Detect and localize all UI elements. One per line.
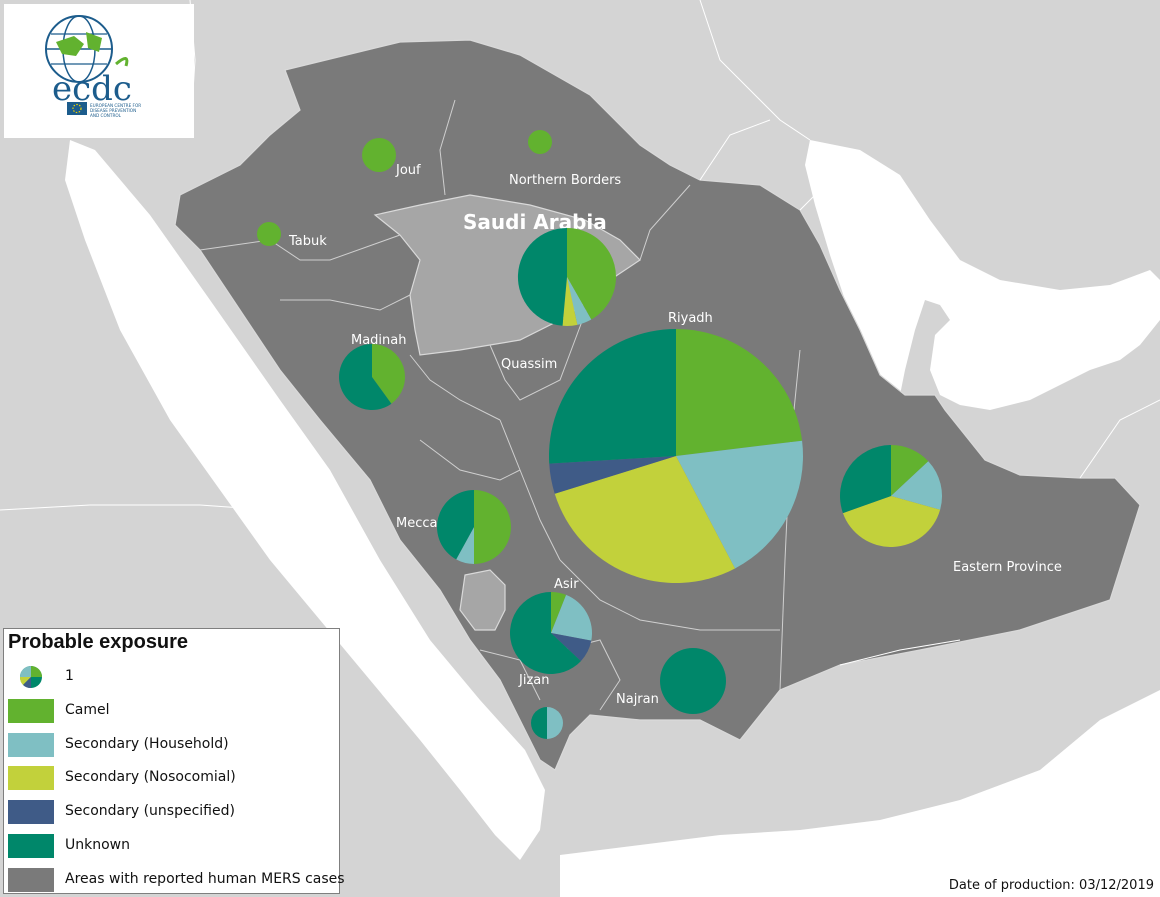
pie-slice-riyadh-unknown xyxy=(548,329,676,464)
svg-text:AND CONTROL: AND CONTROL xyxy=(90,113,122,118)
svg-text:EUROPEAN CENTRE FOR: EUROPEAN CENTRE FOR xyxy=(90,103,141,108)
pie-slice-jizan-unknown xyxy=(531,707,547,739)
red-sea xyxy=(65,140,545,860)
legend-title: Probable exposure xyxy=(8,631,189,653)
pie-madinah xyxy=(339,344,406,410)
pie-slice-eastern-province-unknown xyxy=(839,445,891,514)
pie-slice-madinah-unknown xyxy=(339,344,392,410)
persian-gulf xyxy=(805,140,1160,410)
pie-slice-northern-borders-camel xyxy=(528,130,552,154)
legend-item-affected-areas: Areas with reported human MERS cases xyxy=(8,868,345,892)
globe-icon: ecdc EUROPEAN CENTRE FOR DISEASE PREVENT… xyxy=(45,15,141,118)
pie-slice-mecca-unknown xyxy=(437,490,474,560)
legend-size-row: 1 xyxy=(8,665,338,689)
pie-eastern-province xyxy=(839,445,943,548)
legend-item-camel: Camel xyxy=(8,699,338,723)
exposure-pies xyxy=(257,130,943,739)
svg-text:ecdc: ecdc xyxy=(52,69,132,109)
legend-item-household: Secondary (Household) xyxy=(8,733,338,757)
legend-size-pie-icon xyxy=(19,666,42,689)
pie-slice-mecca-household xyxy=(456,527,474,564)
legend-label: Secondary (unspecified) xyxy=(65,803,235,819)
pie-najran xyxy=(660,648,726,714)
pie-riyadh xyxy=(548,329,803,583)
country-label: Saudi Arabia xyxy=(463,210,607,234)
legend-item-unspecified: Secondary (unspecified) xyxy=(8,800,338,824)
legend-item-nosocomial: Secondary (Nosocomial) xyxy=(8,766,338,790)
pie-slice-mecca-camel xyxy=(474,490,511,564)
pie-slice-eastern-province-household xyxy=(891,461,943,510)
region-label-tabuk: Tabuk xyxy=(288,234,327,249)
legend-label: Camel xyxy=(65,702,110,718)
pie-slice-hail-nosocomial xyxy=(562,277,578,327)
pie-slice-hail-household xyxy=(567,277,592,325)
legend-swatch xyxy=(8,766,54,790)
legend-swatch xyxy=(8,800,54,824)
pie-mecca xyxy=(437,490,511,564)
production-date: Date of production: 03/12/2019 xyxy=(948,878,1154,893)
legend-label: Areas with reported human MERS cases xyxy=(65,871,345,887)
region-label-eastern-province: Eastern Province xyxy=(953,560,1062,575)
legend-swatch xyxy=(8,834,54,858)
ecdc-logo: ecdc EUROPEAN CENTRE FOR DISEASE PREVENT… xyxy=(4,4,194,138)
legend: Probable exposure 1 Camel Secondary (Hou… xyxy=(3,628,345,894)
gulf-of-aden xyxy=(560,690,1160,897)
pie-slice-madinah-camel xyxy=(372,344,406,404)
legend-swatch xyxy=(8,868,54,892)
region-label-riyadh: Riyadh xyxy=(668,311,713,326)
legend-swatch xyxy=(8,699,54,723)
region-label-jizan: Jizan xyxy=(518,673,549,688)
legend-size-label: 1 xyxy=(65,668,74,684)
pie-slice-eastern-province-nosocomial xyxy=(842,496,941,548)
legend-label: Secondary (Nosocomial) xyxy=(65,769,236,785)
svg-text:DISEASE PREVENTION: DISEASE PREVENTION xyxy=(90,108,136,113)
pie-slice-riyadh-nosocomial xyxy=(554,456,736,583)
legend-label: Secondary (Household) xyxy=(65,736,229,752)
pie-slice-asir-unknown xyxy=(510,592,581,675)
pie-hail xyxy=(517,227,616,327)
pie-slice-jouf-camel xyxy=(362,138,396,172)
pie-northern-borders xyxy=(528,130,552,154)
pie-slice-hail-unknown xyxy=(517,227,567,326)
pie-slice-asir-household xyxy=(551,594,592,641)
region-label-jouf: Jouf xyxy=(395,163,421,178)
pie-jizan xyxy=(531,707,563,739)
region-label-najran: Najran xyxy=(616,692,659,707)
region-label-northern-borders: Northern Borders xyxy=(509,173,621,188)
pie-slice-jizan-household xyxy=(547,707,563,739)
pie-slice-asir-unspecified xyxy=(551,633,592,662)
pie-slice-riyadh-camel xyxy=(676,329,803,456)
pie-asir xyxy=(510,592,592,675)
pie-slice-eastern-province-camel xyxy=(891,445,929,496)
legend-item-unknown: Unknown xyxy=(8,834,338,858)
region-label-asir: Asir xyxy=(554,577,579,592)
pie-tabuk xyxy=(257,222,281,246)
pie-slice-najran-unknown xyxy=(660,648,726,714)
pie-slice-asir-camel xyxy=(551,592,567,633)
region-baha-unaffected xyxy=(459,569,506,631)
pie-slice-tabuk-camel xyxy=(257,222,281,246)
pie-slice-hail-camel xyxy=(567,228,616,320)
legend-swatch xyxy=(8,733,54,757)
country-borders xyxy=(0,0,1160,666)
region-label-madinah: Madinah xyxy=(351,333,407,348)
pie-slice-riyadh-household xyxy=(676,440,803,569)
pie-jouf xyxy=(362,138,396,172)
legend-label: Unknown xyxy=(65,837,130,853)
region-label-mecca: Mecca xyxy=(396,516,437,531)
region-label-quassim: Quassim xyxy=(501,357,557,372)
pie-slice-riyadh-unspecified xyxy=(549,456,676,494)
